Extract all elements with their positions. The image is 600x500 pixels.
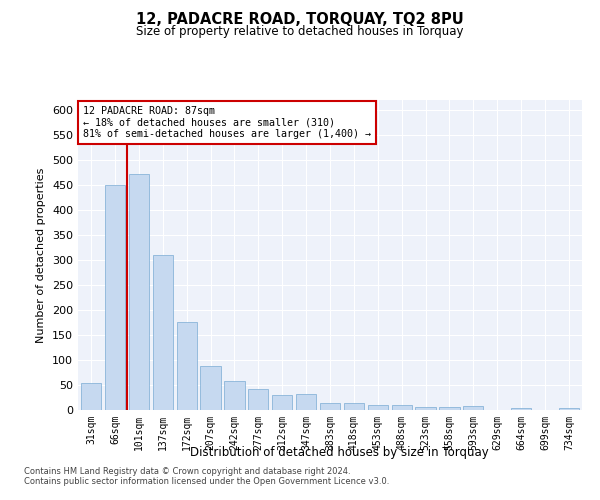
Text: 12 PADACRE ROAD: 87sqm
← 18% of detached houses are smaller (310)
81% of semi-de: 12 PADACRE ROAD: 87sqm ← 18% of detached… — [83, 106, 371, 140]
Text: 12, PADACRE ROAD, TORQUAY, TQ2 8PU: 12, PADACRE ROAD, TORQUAY, TQ2 8PU — [136, 12, 464, 28]
Bar — [224, 381, 245, 410]
Bar — [200, 366, 221, 410]
Bar — [511, 408, 531, 410]
Y-axis label: Number of detached properties: Number of detached properties — [37, 168, 46, 342]
Bar — [296, 394, 316, 410]
Bar — [559, 408, 579, 410]
Text: Distribution of detached houses by size in Torquay: Distribution of detached houses by size … — [190, 446, 488, 459]
Bar — [344, 402, 364, 410]
Bar — [320, 402, 340, 410]
Bar — [129, 174, 149, 410]
Bar — [105, 185, 125, 410]
Text: Contains HM Land Registry data © Crown copyright and database right 2024.: Contains HM Land Registry data © Crown c… — [24, 467, 350, 476]
Bar — [392, 405, 412, 410]
Text: Size of property relative to detached houses in Torquay: Size of property relative to detached ho… — [136, 25, 464, 38]
Bar — [152, 254, 173, 410]
Bar — [415, 407, 436, 410]
Bar — [463, 406, 484, 410]
Text: Contains public sector information licensed under the Open Government Licence v3: Contains public sector information licen… — [24, 477, 389, 486]
Bar — [272, 395, 292, 410]
Bar — [439, 407, 460, 410]
Bar — [81, 382, 101, 410]
Bar — [176, 322, 197, 410]
Bar — [248, 388, 268, 410]
Bar — [368, 405, 388, 410]
